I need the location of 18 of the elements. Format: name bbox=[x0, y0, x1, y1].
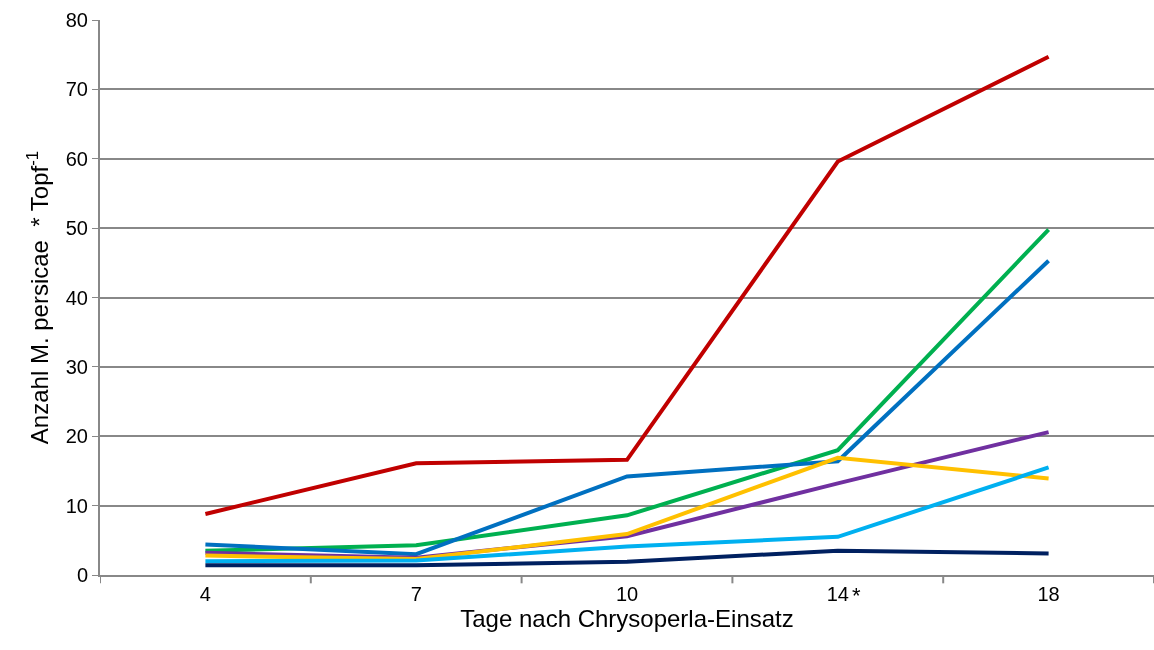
y-tick-label: 50 bbox=[65, 217, 88, 240]
x-tick-label: 4 bbox=[199, 583, 211, 605]
y-tick-label: 80 bbox=[65, 9, 88, 31]
text: * bbox=[852, 583, 861, 608]
x-tick-label: 14 bbox=[826, 583, 849, 605]
y-tick-label: 30 bbox=[65, 355, 88, 378]
y-tick-label: 10 bbox=[65, 494, 88, 517]
x-tick-label: 7 bbox=[410, 583, 422, 605]
y-tick-label: 0 bbox=[76, 564, 88, 586]
x-axis-title: Tage nach Chrysoperla-Einsatz bbox=[460, 605, 794, 632]
line-series bbox=[203, 54, 1051, 516]
x-tick-label: 18 bbox=[1037, 583, 1060, 605]
y-tick-label: 70 bbox=[65, 78, 88, 101]
line-series bbox=[203, 548, 1051, 568]
y-tick-label: 60 bbox=[65, 147, 88, 170]
x-tick-label: 10 bbox=[615, 583, 639, 605]
y-tick-label: 20 bbox=[65, 425, 88, 448]
y-tick-label: 40 bbox=[65, 286, 88, 309]
